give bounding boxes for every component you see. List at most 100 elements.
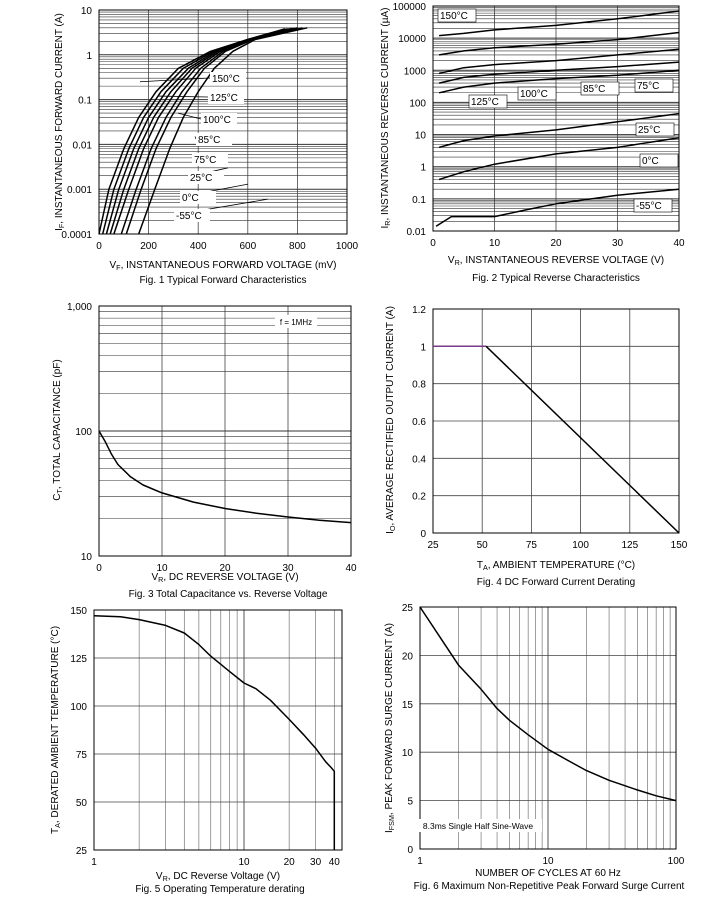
y-tick-label: 150: [70, 606, 87, 617]
x-tick-label: 20: [219, 563, 231, 574]
plot-frame: [432, 5, 680, 232]
x-axis-label: VR, INSTANTANEOUS REVERSE VOLTAGE (V): [448, 255, 664, 267]
series-label: -55°C: [176, 211, 202, 222]
series-label: 125°C: [471, 97, 499, 108]
x-tick-label: 40: [329, 857, 341, 868]
series-line-6: [438, 112, 680, 149]
x-tick-label: 10: [542, 856, 554, 867]
series-label-box: [174, 209, 210, 222]
y-tick-label: 10: [81, 552, 93, 563]
y-tick-label: 10: [402, 748, 414, 759]
chart-annotation: 8.3ms Single Half Sine-Wave: [423, 821, 534, 831]
y-tick-label: 1,000: [67, 302, 92, 313]
grid: [433, 6, 679, 231]
plot-frame: [419, 606, 677, 850]
x-tick-label: 0: [96, 241, 102, 252]
y-tick-label: 5: [407, 797, 413, 808]
plot-frame: [432, 308, 680, 534]
series-label: 150°C: [212, 74, 240, 85]
series-label-box: [639, 153, 679, 168]
y-tick-label: 10: [81, 6, 93, 17]
x-tick-label: 50: [477, 540, 489, 551]
x-tick-label: 30: [310, 857, 322, 868]
x-tick-label: 1: [417, 856, 423, 867]
y-tick-label: 0.01: [73, 140, 93, 151]
plot-area: [94, 610, 342, 850]
x-tick-label: 200: [140, 241, 157, 252]
series-label-box: [208, 91, 244, 104]
series-label: 85°C: [198, 135, 220, 146]
series-line-5: [438, 69, 680, 94]
chart-annotation: f = 1MHz: [280, 318, 312, 327]
series-label-box: [180, 191, 216, 204]
series-label: 85°C: [583, 84, 605, 95]
y-tick-label: 0.001: [67, 185, 92, 196]
series-label: 75°C: [637, 81, 659, 92]
series-line-4: [438, 61, 680, 84]
series-line-8: [435, 188, 680, 227]
figure-caption: Fig. 2 Typical Reverse Characteristics: [472, 273, 640, 284]
x-tick-label: 40: [673, 238, 685, 249]
x-tick-label: 0: [96, 563, 102, 574]
series-label-box: [437, 8, 477, 23]
y-tick-label: 15: [402, 700, 414, 711]
figure-caption: Fig. 5 Operating Temperature derating: [135, 884, 304, 895]
y-tick-label: 100: [75, 427, 92, 438]
x-axis-label: VR, DC REVERSE VOLTAGE (V): [151, 572, 298, 584]
x-tick-label: 125: [621, 540, 638, 551]
annotation-box: [275, 315, 317, 328]
x-tick-label: 400: [190, 241, 207, 252]
x-tick-label: 1: [91, 857, 97, 868]
leader-line: [177, 112, 202, 120]
x-tick-label: 600: [239, 241, 256, 252]
y-tick-label: 0.4: [412, 454, 426, 465]
series-label: 100°C: [203, 115, 231, 126]
series-line: [485, 345, 680, 534]
x-tick-label: 40: [345, 563, 357, 574]
y-tick-label: 125: [70, 654, 87, 665]
series-label: 150°C: [440, 11, 468, 22]
series-label-box: [192, 153, 228, 166]
chart-4: 25 50 75 100 125 150 0 0.2 0.4 0.6 0.8 1 1.2 TA, AMBI…: [385, 305, 688, 588]
y-axis-label: IFSM, PEAK FORWARD SURGE CURRENT (A): [384, 623, 396, 833]
series-label-box: [201, 113, 237, 126]
y-tick-label: 100000: [393, 2, 427, 13]
x-tick-label: 100: [572, 540, 589, 551]
x-axis-label: TA, AMBIENT TEMPERATURE (°C): [477, 560, 635, 572]
y-tick-label: 0.1: [412, 195, 426, 206]
y-tick-label: 20: [402, 651, 414, 662]
series-label-box: [210, 72, 246, 85]
series-label-box: [517, 86, 557, 101]
series-label-box: [188, 171, 224, 184]
series-label: 100°C: [520, 89, 548, 100]
y-axis-label: IR, INSTANTANEOUS REVERSE CURRENT (µA): [380, 8, 392, 229]
x-tick-label: 30: [612, 238, 624, 249]
y-tick-label: 0.1: [78, 96, 92, 107]
x-tick-label: 25: [427, 540, 439, 551]
y-tick-label: 0: [420, 529, 426, 540]
y-tick-label: 25: [76, 846, 88, 857]
series-label: 25°C: [190, 173, 212, 184]
plot-frame: [98, 9, 348, 235]
series-line: [419, 606, 677, 802]
x-tick-label: 100: [668, 856, 685, 867]
x-axis-label: NUMBER OF CYCLES AT 60 Hz: [475, 868, 621, 879]
series-line-1: [439, 10, 680, 37]
x-tick-label: 1000: [336, 241, 359, 252]
y-tick-label: 10: [415, 131, 427, 142]
y-axis-label: IF, INSTANTANEOUS FORWARD CURRENT (A): [54, 13, 66, 231]
y-tick-label: 0.01: [407, 227, 427, 238]
x-tick-label: 30: [282, 563, 294, 574]
series-line: [98, 430, 352, 524]
x-tick-label: 10: [489, 238, 501, 249]
plot-frame: [93, 609, 343, 851]
series-label: 0°C: [642, 156, 659, 167]
y-tick-label: 100: [70, 702, 87, 713]
y-tick-label: 0.6: [412, 417, 426, 428]
x-axis-label: VR, DC Reverse Voltage (V): [156, 871, 280, 883]
y-tick-label: 0.8: [412, 380, 426, 391]
annotation-box: [414, 819, 542, 832]
series-line-2: [438, 31, 680, 56]
